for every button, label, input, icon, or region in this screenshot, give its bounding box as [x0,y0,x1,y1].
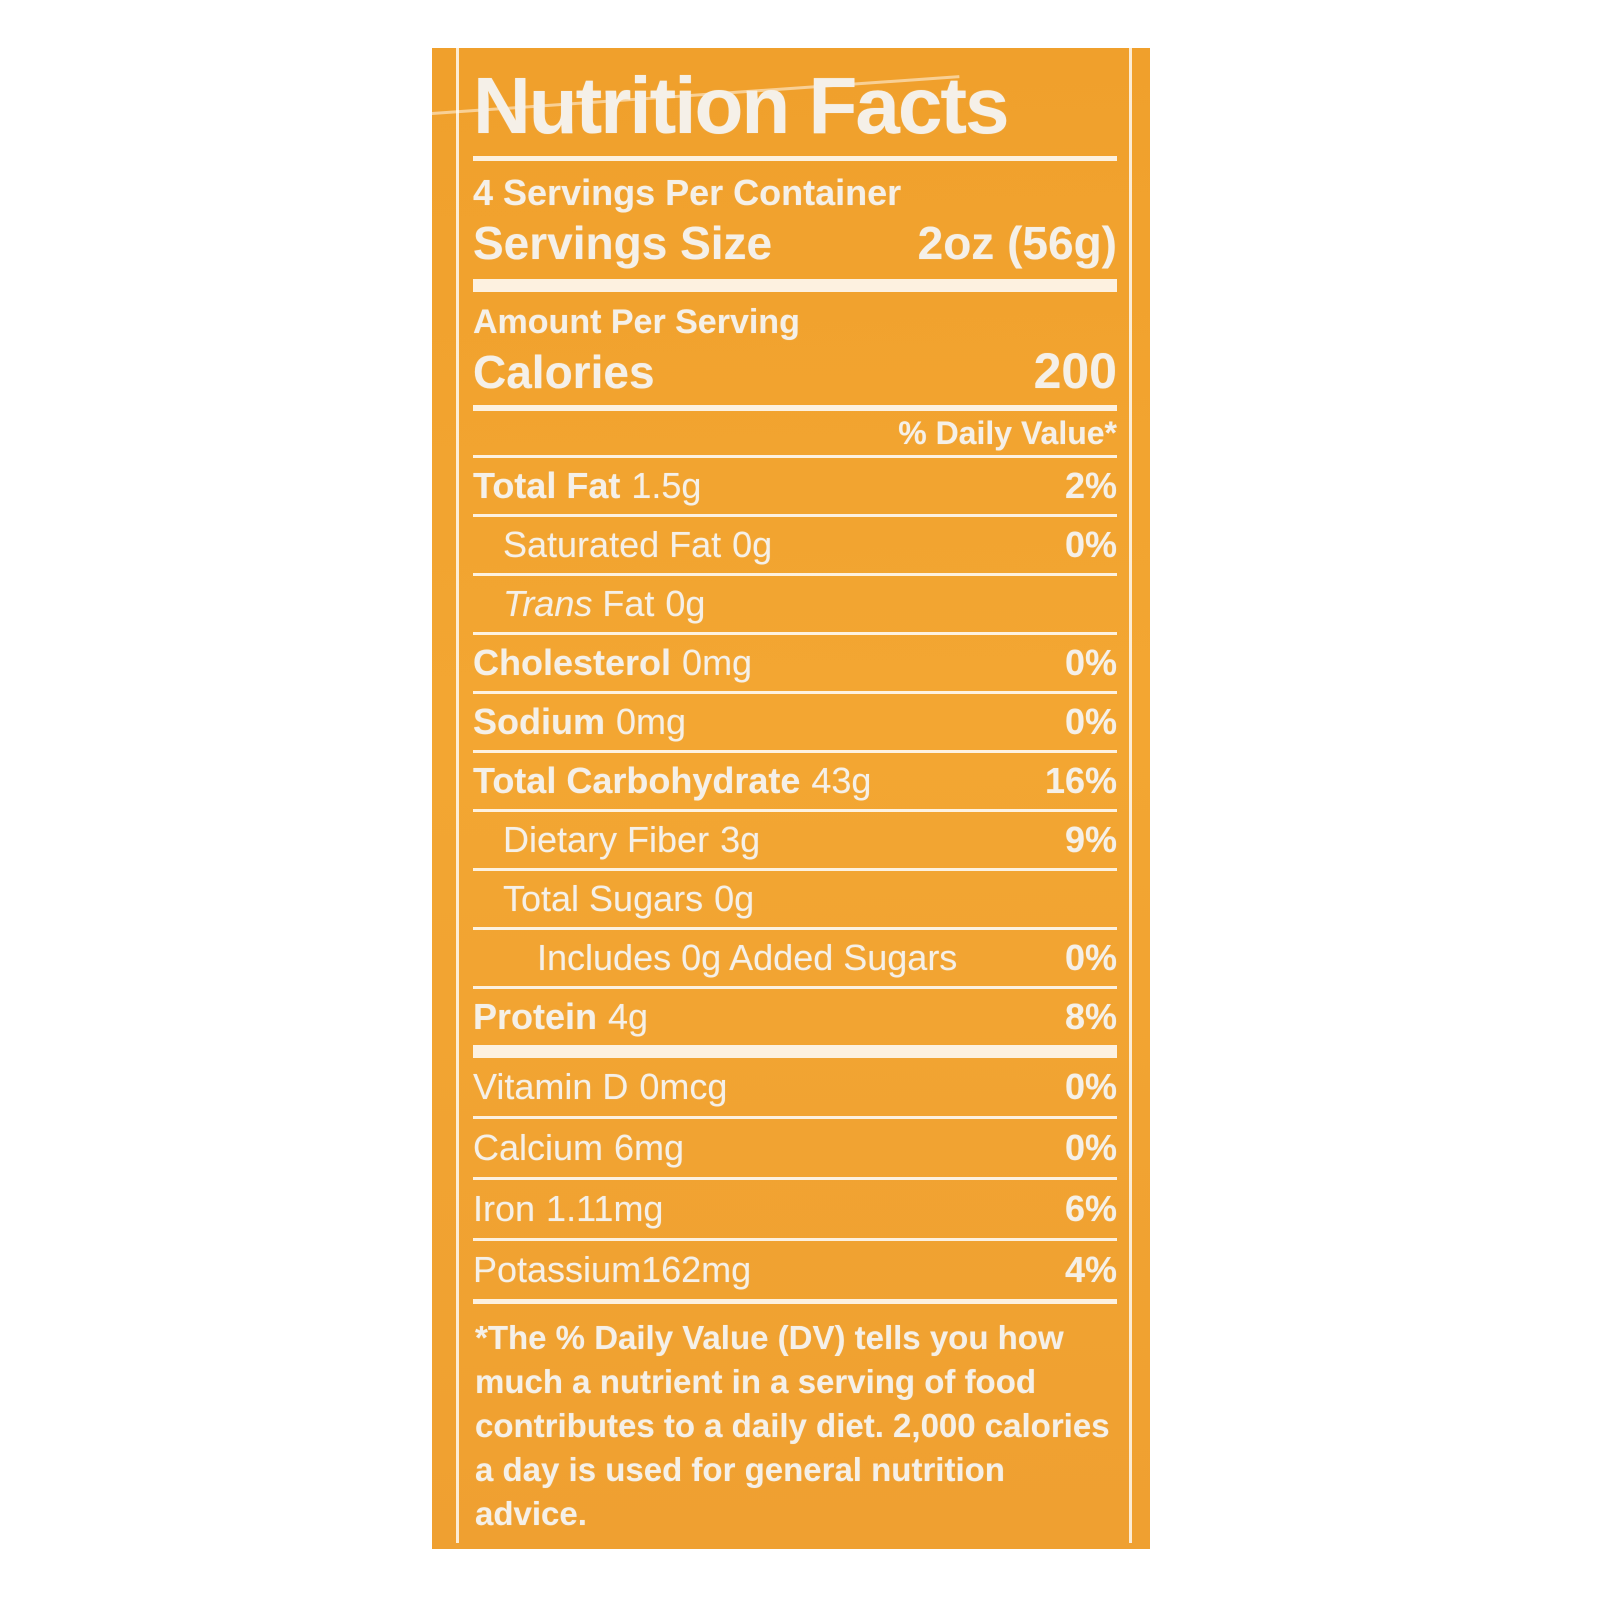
micronutrient-row-potassium: Potassium162mg 4% [473,1241,1117,1299]
divider [473,632,1117,635]
nutrient-row-saturated-fat: Saturated Fat 0g 0% [473,517,1117,573]
nutrient-daily-value: 16% [1044,760,1117,801]
micronutrient-amount: 0mcg [639,1066,728,1107]
nutrient-row-total-sugars: Total Sugars 0g [473,871,1117,927]
divider [473,573,1117,576]
nutrient-name: Sodium [473,701,605,742]
nutrient-row-total-fat: Total Fat 1.5g 2% [473,458,1117,514]
amount-per-serving: Amount Per Serving [473,303,800,341]
nutrition-facts-label: Nutrition Facts 4 Servings Per Container… [432,48,1150,1549]
divider [473,455,1117,458]
divider [473,927,1117,930]
nutrient-name: Includes 0g Added Sugars [537,937,958,978]
nutrient-amount: 1.5g [631,465,702,506]
micronutrient-name: Calcium [473,1127,604,1168]
divider-thick-bottom [473,1045,1117,1058]
micronutrient-name: Potassium162mg [473,1249,752,1290]
label-title: Nutrition Facts [473,61,1009,150]
nutrient-name: Cholesterol [473,642,672,683]
serving-size-label: Servings Size [473,217,773,269]
divider [473,750,1117,753]
micronutrient-amount: 1.11mg [546,1188,664,1229]
divider-under-title [473,156,1117,161]
nutrient-row-dietary-fiber: Dietary Fiber 3g 9% [473,812,1117,868]
nutrient-row-protein: Protein 4g 8% [473,989,1117,1045]
divider [473,1116,1117,1119]
divider [473,1238,1117,1241]
micronutrient-name: Iron [473,1188,536,1229]
divider [473,809,1117,812]
nutrient-name-italic: Trans [503,583,593,624]
nutrient-amount: 43g [811,760,872,801]
servings-per-container: 4 Servings Per Container [473,172,902,213]
nutrient-amount: 0g [665,583,706,624]
nutrient-daily-value: 0% [1064,642,1117,683]
nutrient-amount: 0g [714,878,755,919]
nutrient-name: Fat [602,583,655,624]
calories-value: 200 [1033,343,1117,399]
micronutrient-daily-value: 0% [1064,1066,1117,1107]
micronutrient-daily-value: 0% [1064,1127,1117,1168]
divider-thick-top [473,279,1117,292]
daily-value-footnote: *The % Daily Value (DV) tells you how mu… [475,1319,1110,1532]
serving-size-row: Servings Size 2oz (56g) [473,215,1117,271]
divider [473,1177,1117,1180]
nutrient-daily-value: 9% [1064,819,1117,860]
serving-size-value: 2oz (56g) [917,217,1117,269]
nutrient-row-added-sugars: Includes 0g Added Sugars 0% [473,930,1117,986]
nutrient-row-trans-fat: Trans Fat 0g [473,576,1117,632]
micronutrient-daily-value: 4% [1064,1249,1117,1290]
divider-above-footnote [473,1299,1117,1304]
divider-under-calories [473,405,1117,411]
nutrient-amount: 3g [720,819,761,860]
divider [473,691,1117,694]
nutrient-name: Total Sugars [503,878,704,919]
nutrient-daily-value: 8% [1064,996,1117,1037]
nutrient-name: Total Fat [473,465,621,506]
divider [473,986,1117,989]
divider [473,514,1117,517]
nutrient-daily-value: 0% [1064,701,1117,742]
calories-row: Calories 200 [473,342,1117,401]
micronutrient-daily-value: 6% [1064,1188,1117,1229]
nutrient-daily-value: 2% [1064,465,1117,506]
nutrient-amount: 0g [732,524,773,565]
micronutrient-row-iron: Iron 1.11mg 6% [473,1180,1117,1238]
micronutrient-row-calcium: Calcium 6mg 0% [473,1119,1117,1177]
daily-value-header: % Daily Value* [898,415,1117,451]
nutrient-name: Protein [473,996,598,1037]
nutrient-daily-value: 0% [1064,524,1117,565]
nutrient-name: Dietary Fiber [503,819,710,860]
nutrient-amount: 0mg [682,642,753,683]
calories-label: Calories [473,346,655,398]
nutrient-row-sodium: Sodium 0mg 0% [473,694,1117,750]
nutrient-name: Total Carbohydrate [473,760,801,801]
nutrient-row-total-carbohydrate: Total Carbohydrate 43g 16% [473,753,1117,809]
nutrition-facts-box: Nutrition Facts 4 Servings Per Container… [456,48,1132,1543]
nutrient-amount: 0mg [616,701,687,742]
micronutrient-row-vitamin-d: Vitamin D 0mcg 0% [473,1058,1117,1116]
nutrient-amount: 4g [608,996,649,1037]
nutrient-name: Saturated Fat [503,524,722,565]
micronutrient-name: Vitamin D [473,1066,629,1107]
nutrient-daily-value: 0% [1064,937,1117,978]
divider [473,868,1117,871]
micronutrient-amount: 6mg [614,1127,685,1168]
nutrient-row-cholesterol: Cholesterol 0mg 0% [473,635,1117,691]
